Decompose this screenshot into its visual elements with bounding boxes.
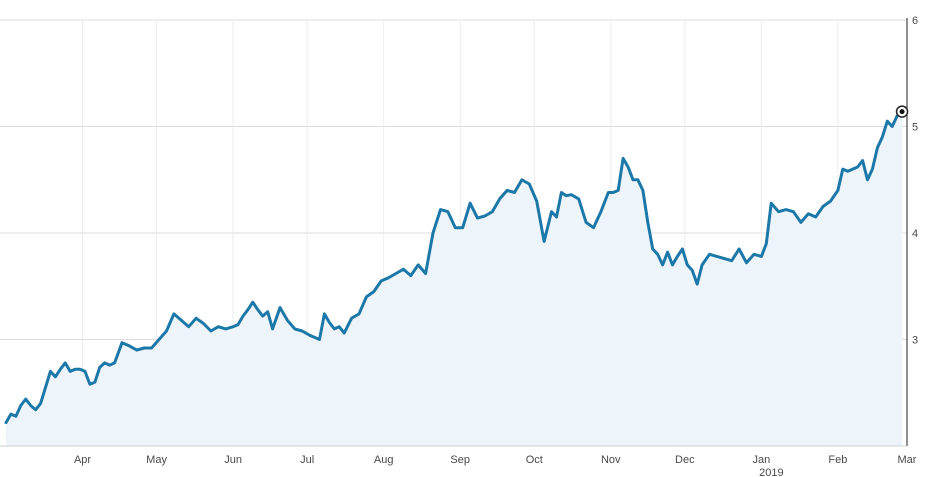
area-fill [6,111,903,446]
x-tick-feb: Feb [828,454,847,466]
x-tick-jan: Jan [752,454,770,466]
x-tick-year-2019: 2019 [759,467,783,477]
x-tick-apr: Apr [74,454,91,466]
x-tick-jul: Jul [300,454,314,466]
x-tick-oct: Oct [526,454,543,466]
x-tick-aug: Aug [374,454,394,466]
series-line [4,110,904,425]
y-tick-3: 3 [912,335,918,347]
last-point-marker-dot [899,109,905,115]
x-tick-may: May [146,454,167,466]
x-tick-nov: Nov [601,454,621,466]
x-tick-mar: Mar [898,454,917,466]
y-tick-5: 5 [912,122,918,134]
x-tick-dec: Dec [675,454,695,466]
x-tick-sep: Sep [450,454,470,466]
x-tick-jun: Jun [224,454,242,466]
y-tick-4: 4 [912,228,918,240]
y-tick-6: 6 [912,15,918,27]
y-tick-labels: 3 4 5 6 [912,15,918,347]
